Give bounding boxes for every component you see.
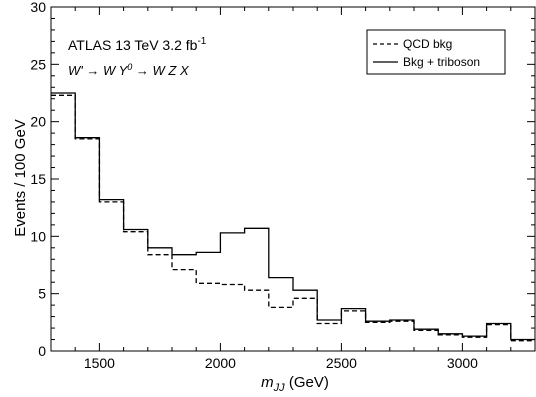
legend-box	[366, 29, 506, 75]
annotation-experiment: ATLAS 13 TeV 3.2 fb-1	[68, 36, 207, 53]
x-tick-label: 3000	[447, 355, 478, 371]
annotation-experiment-sup: -1	[197, 36, 206, 47]
series-line-bkg-triboson	[51, 92, 535, 341]
x-axis-title-sub: JJ	[273, 382, 286, 394]
annotation-process: W' → W Y0 → W Z X	[68, 62, 190, 78]
y-tick-label: 10	[30, 228, 46, 244]
annotation-experiment-main: ATLAS 13 TeV 3.2 fb	[68, 37, 198, 53]
y-tick-label: 15	[30, 171, 46, 187]
legend-label-qcd: QCD bkg	[403, 37, 452, 51]
x-tick-label: 2000	[205, 355, 236, 371]
y-tick-label: 30	[30, 0, 46, 15]
series-line-qcd-bkg	[51, 94, 535, 342]
legend: QCD bkg Bkg + triboson	[366, 29, 506, 75]
x-axis-title-unit: (GeV)	[285, 374, 329, 391]
y-tick-label: 20	[30, 114, 46, 130]
y-tick-label: 5	[38, 286, 46, 302]
x-axis-title-main: m	[261, 374, 274, 391]
y-axis-title: Events / 100 GeV	[12, 119, 29, 237]
legend-label-triboson: Bkg + triboson	[403, 55, 480, 69]
axes-layer: 0 5 10 15 20 25 30 1500 2000 2500 3000	[30, 0, 536, 371]
y-tick-label: 25	[30, 56, 46, 72]
annotation-process-a: W' → W Y	[68, 63, 129, 78]
annotation-process-sup: 0	[127, 62, 132, 72]
y-tick-label: 0	[38, 343, 46, 359]
annotation-process-b: → W Z X	[132, 63, 190, 78]
series-layer	[51, 92, 535, 342]
x-tick-label: 2500	[326, 355, 357, 371]
x-axis-title: mJJ (GeV)	[261, 374, 329, 394]
x-tick-label: 1500	[84, 355, 115, 371]
